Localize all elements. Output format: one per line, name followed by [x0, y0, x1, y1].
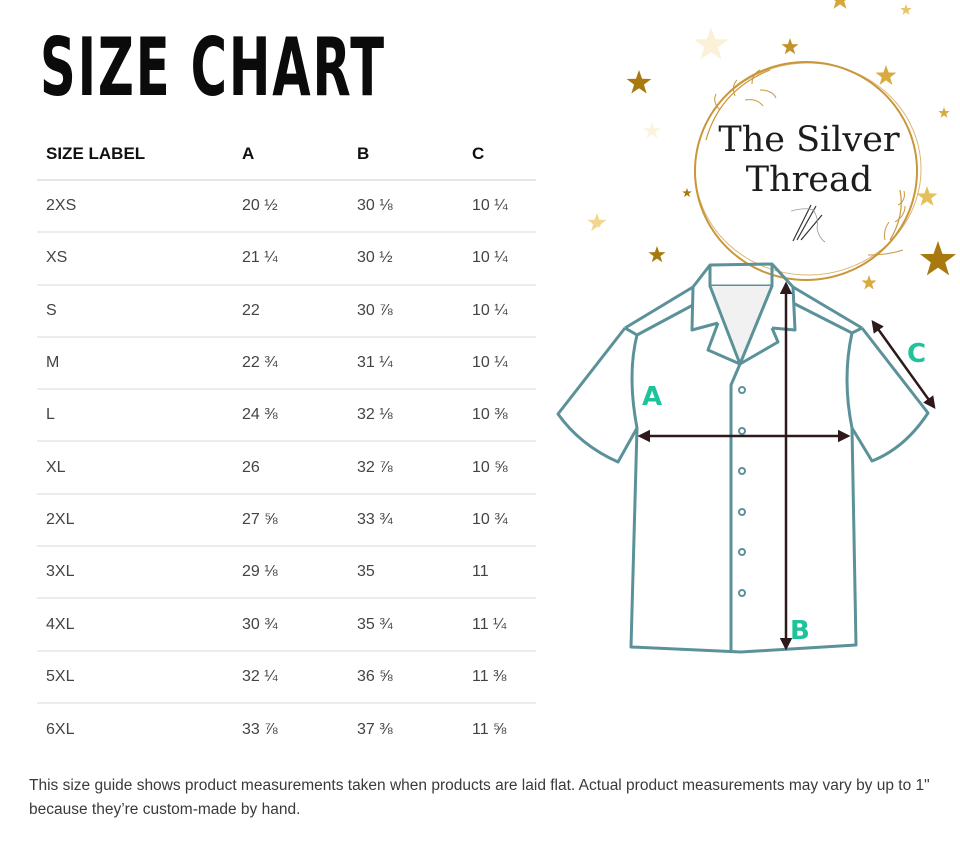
table-row: M 22 ¾ 31 ¼ 10 ¼ [37, 336, 536, 391]
c-cell: 11 [463, 546, 536, 600]
c-cell: 11 ⅜ [463, 650, 536, 704]
needles-icon [790, 204, 826, 243]
table-row: 6XL 33 ⅞ 37 ⅜ 11 ⅝ [37, 703, 536, 755]
c-cell: 10 ¼ [463, 232, 536, 286]
table-header-row: SIZE LABEL A B C [37, 128, 536, 181]
a-cell: 22 ¾ [233, 336, 348, 391]
table-row: S 22 30 ⅞ 10 ¼ [37, 284, 536, 338]
brand-name-line2: Thread [745, 160, 873, 200]
b-cell: 30 ⅛ [348, 180, 463, 234]
measurement-arrows [637, 281, 936, 651]
brand-name-line1: The Silver [718, 120, 900, 160]
measurement-disclaimer: This size guide shows product measuremen… [29, 777, 930, 818]
size-cell: L [37, 389, 233, 443]
header-c: C [463, 128, 536, 181]
size-cell: XL [37, 441, 233, 495]
a-cell: 32 ¼ [233, 650, 348, 704]
c-cell: 10 ⅜ [463, 389, 536, 443]
b-cell: 35 [348, 546, 463, 600]
table-row: 5XL 32 ¼ 36 ⅝ 11 ⅜ [37, 650, 536, 704]
size-cell: 4XL [37, 598, 233, 652]
b-cell: 37 ⅜ [357, 720, 393, 738]
c-cell: 11 ¼ [463, 598, 536, 652]
a-cell: 20 ½ [233, 180, 348, 234]
size-cell: M [37, 336, 233, 391]
size-cell: 3XL [37, 546, 233, 600]
header-size-label: SIZE LABEL [37, 128, 233, 181]
table-row: 2XL 27 ⅝ 33 ¾ 10 ¾ [37, 493, 536, 548]
a-cell: 21 ¼ [233, 232, 348, 286]
a-cell: 26 [233, 441, 348, 495]
a-cell: 24 ⅜ [233, 389, 348, 443]
c-cell: 10 ¼ [463, 284, 536, 338]
b-cell: 31 ¼ [348, 336, 463, 391]
header-b: B [348, 128, 463, 181]
shirt-outline [556, 262, 930, 654]
dimension-label-c: C [907, 339, 927, 369]
a-cell: 22 [233, 284, 348, 338]
dimension-label-b: B [790, 616, 810, 646]
size-table: SIZE LABEL A B C 2XS 20 ½ 30 ⅛ 10 ¼ XS 2… [37, 128, 536, 755]
size-cell: XS [37, 232, 233, 286]
size-cell: 2XL [37, 493, 233, 548]
brand-logo: The Silver Thread [700, 120, 918, 200]
b-cell: 36 ⅝ [348, 650, 463, 704]
table-row: 2XS 20 ½ 30 ⅛ 10 ¼ [37, 180, 536, 234]
c-cell: 10 ¾ [463, 493, 536, 548]
a-cell: 27 ⅝ [233, 493, 348, 548]
page-title: SIZE CHART [40, 21, 386, 114]
table-row: L 24 ⅜ 32 ⅛ 10 ⅜ [37, 389, 536, 443]
header-a: A [233, 128, 348, 181]
a-cell: 30 ¾ [233, 598, 348, 652]
table-row: 3XL 29 ⅛ 35 11 [37, 546, 536, 600]
b-cell: 32 ⅞ [348, 441, 463, 495]
b-cell: 30 ⅞ [348, 284, 463, 338]
a-cell: 29 ⅛ [233, 546, 348, 600]
size-cell: 5XL [37, 650, 233, 704]
table-row: 4XL 30 ¾ 35 ¾ 11 ¼ [37, 598, 536, 652]
c-cell: 10 ¼ [463, 336, 536, 391]
b-cell: 32 ⅛ [348, 389, 463, 443]
b-cell: 33 ¾ [348, 493, 463, 548]
c-cell: 10 ⅝ [463, 441, 536, 495]
a-cell: 33 ⅞ [242, 720, 278, 738]
dimension-label-a: A [642, 382, 663, 412]
c-cell: 10 ¼ [463, 180, 536, 234]
size-cell: 6XL [46, 720, 75, 738]
table-row: XS 21 ¼ 30 ½ 10 ¼ [37, 232, 536, 286]
b-cell: 30 ½ [348, 232, 463, 286]
size-cell: 2XS [37, 180, 233, 234]
c-cell: 11 ⅝ [472, 720, 507, 738]
table-row: XL 26 32 ⅞ 10 ⅝ [37, 441, 536, 495]
size-cell: S [37, 284, 233, 338]
b-cell: 35 ¾ [348, 598, 463, 652]
